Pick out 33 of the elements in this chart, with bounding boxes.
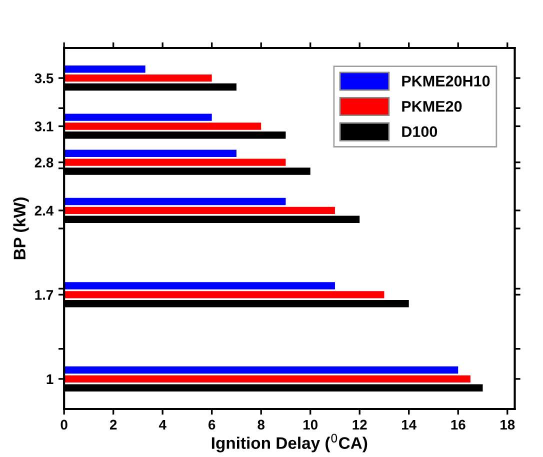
- y-tick-label: 2.4: [34, 206, 54, 216]
- bar: [64, 122, 262, 130]
- x-axis-title: Ignition Delay ($^{0}$CA): [212, 434, 368, 452]
- x-tick-label: 2: [110, 420, 117, 430]
- bar: [64, 282, 335, 290]
- x-tick-label: 16: [451, 420, 466, 430]
- bar: [64, 291, 384, 298]
- legend-label: D100: [402, 126, 438, 138]
- bar: [64, 114, 212, 121]
- bar: [64, 74, 212, 82]
- legend-label: PKME20: [402, 100, 462, 112]
- x-tick-label: 8: [258, 420, 265, 430]
- x-tick-label: 14: [402, 420, 417, 430]
- y-tick-label: 1.7: [35, 290, 54, 300]
- bar: [64, 366, 458, 374]
- x-tick-label: 4: [158, 420, 166, 430]
- x-tick-label: 0: [60, 420, 68, 430]
- bar: [64, 150, 236, 158]
- bar: [64, 66, 146, 73]
- x-tick-label: 12: [352, 420, 367, 430]
- y-tick-label: 1: [46, 374, 54, 384]
- bar: [64, 158, 286, 166]
- y-tick-label: 2.8: [34, 158, 54, 168]
- y-tick-label: 3.1: [34, 122, 54, 132]
- x-tick-label: 10: [304, 420, 318, 430]
- bar: [64, 198, 286, 206]
- y-tick-label: 3.5: [34, 73, 54, 84]
- x-tick-label: 6: [208, 420, 216, 430]
- legend-label: PKME20H10: [402, 76, 490, 86]
- bar: [64, 206, 335, 214]
- y-axis-title: BP (kW): [13, 198, 29, 260]
- x-tick-label: 18: [500, 420, 515, 430]
- bar: [64, 375, 470, 383]
